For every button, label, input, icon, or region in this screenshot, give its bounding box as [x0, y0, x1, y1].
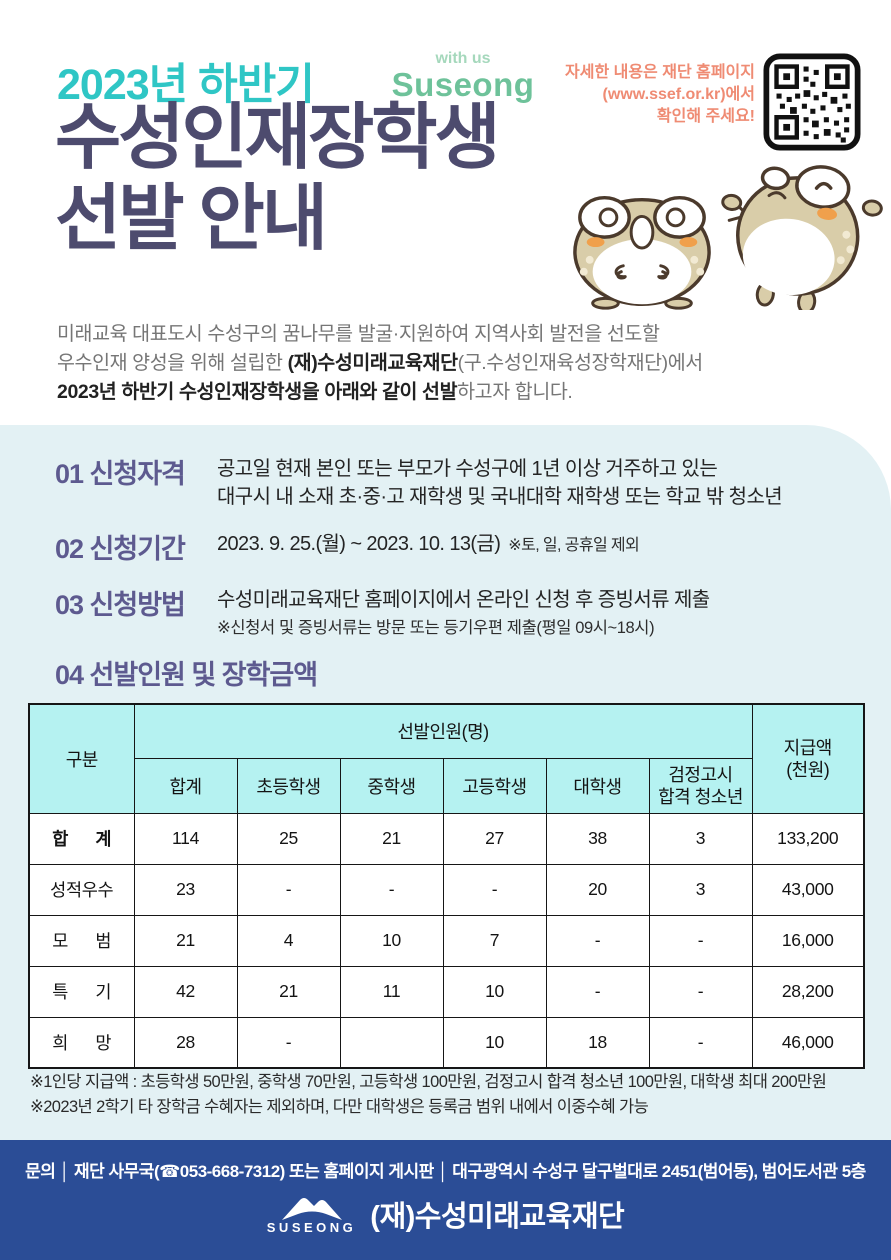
table-header-elementary: 초등학생: [236, 757, 341, 814]
table-row-talent: 특 기 42 21 11 10 - - 28,200: [28, 965, 865, 1018]
mascot-owl-left: [568, 188, 716, 315]
table-row-hope: 희 망 28 - 10 18 - 46,000: [28, 1016, 865, 1069]
mountain-icon: [281, 1198, 342, 1220]
section-period: 02 신청기간 2023. 9. 25.(월) ~ 2023. 10. 13(금…: [55, 527, 640, 566]
footer-org-name: (재)수성미래교육재단: [370, 1200, 625, 1233]
table-row-merit: 성적우수 23 - - - 20 3 43,000: [28, 863, 865, 916]
footer-logo: SUSEONG (재)수성미래교육재단: [0, 1192, 891, 1235]
mascot-owl-right: [712, 158, 884, 315]
qr-note-line2: (www.ssef.or.kr)에서: [602, 86, 755, 103]
footer-bar: 문의 │ 재단 사무국(☎053-668-7312) 또는 홈페이지 게시판 │…: [0, 1140, 891, 1260]
mascot-owl-right-icon: [721, 165, 883, 315]
poster-title-line1: 수성인재장학생: [55, 98, 501, 178]
table-header-high: 고등학생: [442, 757, 547, 814]
footnote-line2: ※2023년 2학기 타 장학금 수혜자는 제외하며, 다만 대학생은 등록금 …: [30, 1098, 649, 1116]
suseong-logo-tagline: with us: [435, 50, 491, 67]
scholarship-table-wrap: 구분 선발인원(명) 지급액 (천원) 합계 초등학생 중학생 고등학생 대학생…: [28, 703, 865, 1069]
section-method-body: 수성미래교육재단 홈페이지에서 온라인 신청 후 증빙서류 제출 ※신청서 및 …: [217, 583, 710, 642]
qr-note-text: 자세한 내용은 재단 홈페이지 (www.ssef.or.kr)에서 확인해 주…: [560, 62, 755, 128]
footnotes: ※1인당 지급액 : 초등학생 50만원, 중학생 70만원, 고등학생 100…: [30, 1070, 827, 1120]
section-period-note: ※토, 일, 공휴일 제외: [508, 537, 640, 554]
table-header-selection-count: 선발인원(명): [133, 703, 753, 759]
table-header-middle: 중학생: [339, 757, 444, 814]
table-row-total: 합 계 114 25 21 27 38 3 133,200: [28, 812, 865, 865]
footer-logo-en: SUSEONG: [266, 1220, 357, 1235]
section-eligibility: 01 신청자격 공고일 현재 본인 또는 부모가 수성구에 1년 이상 거주하고…: [55, 452, 783, 511]
section-method-heading: 03 신청방법: [55, 590, 186, 620]
section-method: 03 신청방법 수성미래교육재단 홈페이지에서 온라인 신청 후 증빙서류 제출…: [55, 583, 710, 642]
contact-line: 문의 │ 재단 사무국(☎053-668-7312) 또는 홈페이지 게시판 │…: [25, 1162, 866, 1181]
footnote-line1: ※1인당 지급액 : 초등학생 50만원, 중학생 70만원, 고등학생 100…: [30, 1073, 827, 1091]
section-eligibility-body: 공고일 현재 본인 또는 부모가 수성구에 1년 이상 거주하고 있는 대구시 …: [217, 458, 783, 508]
section-eligibility-heading: 01 신청자격: [55, 459, 186, 489]
section-method-note: ※신청서 및 증빙서류는 방문 또는 등기우편 제출(평일 09시~18시): [217, 619, 655, 637]
intro-line3: 2023년 하반기 수성인재장학생을 아래와 같이 선발하고자 합니다.: [57, 381, 573, 403]
section-selection-heading: 04 선발인원 및 장학금액: [55, 660, 318, 690]
mascot-owl-left-icon: [573, 195, 711, 310]
intro-line1: 미래교육 대표도시 수성구의 꿈나무를 발굴·지원하여 지역사회 발전을 선도할: [57, 323, 660, 345]
poster-title: 수성인재장학생 선발 안내: [55, 98, 501, 260]
qr-note-line3: 확인해 주세요!: [656, 108, 755, 125]
poster-subtitle: 2023년 하반기: [57, 61, 315, 109]
table-header-ged: 검정고시 합격 청소년: [648, 757, 753, 814]
table-header-amount: 지급액 (천원): [751, 703, 865, 814]
intro-line2: 우수인재 양성을 위해 설립한 (재)수성미래교육재단(구.수성인재육성장학재단…: [57, 352, 703, 374]
suseong-logo-wordmark: Suseong: [391, 66, 535, 103]
qr-code-icon: [763, 53, 861, 151]
table-header-category: 구분: [28, 703, 135, 814]
poster-title-line2: 선발 안내: [55, 179, 328, 259]
table-row-model: 모 범 21 4 10 7 - - 16,000: [28, 914, 865, 967]
section-selection: 04 선발인원 및 장학금액: [55, 653, 318, 692]
qr-note-line1: 자세한 내용은 재단 홈페이지: [565, 64, 755, 81]
table-header-total: 합계: [133, 757, 238, 814]
footer-logo-mark: SUSEONG: [267, 1192, 357, 1235]
qr-code: [763, 53, 861, 156]
section-period-heading: 02 신청기간: [55, 534, 186, 564]
section-period-body: 2023. 9. 25.(월) ~ 2023. 10. 13(금) ※토, 일, …: [217, 533, 640, 555]
info-panel: 01 신청자격 공고일 현재 본인 또는 부모가 수성구에 1년 이상 거주하고…: [0, 425, 891, 1140]
suseong-logo: with us Suseong: [388, 50, 538, 104]
intro-paragraph: 미래교육 대표도시 수성구의 꿈나무를 발굴·지원하여 지역사회 발전을 선도할…: [57, 320, 703, 407]
scholarship-table: 구분 선발인원(명) 지급액 (천원) 합계 초등학생 중학생 고등학생 대학생…: [28, 703, 865, 1069]
table-header-university: 대학생: [545, 757, 650, 814]
